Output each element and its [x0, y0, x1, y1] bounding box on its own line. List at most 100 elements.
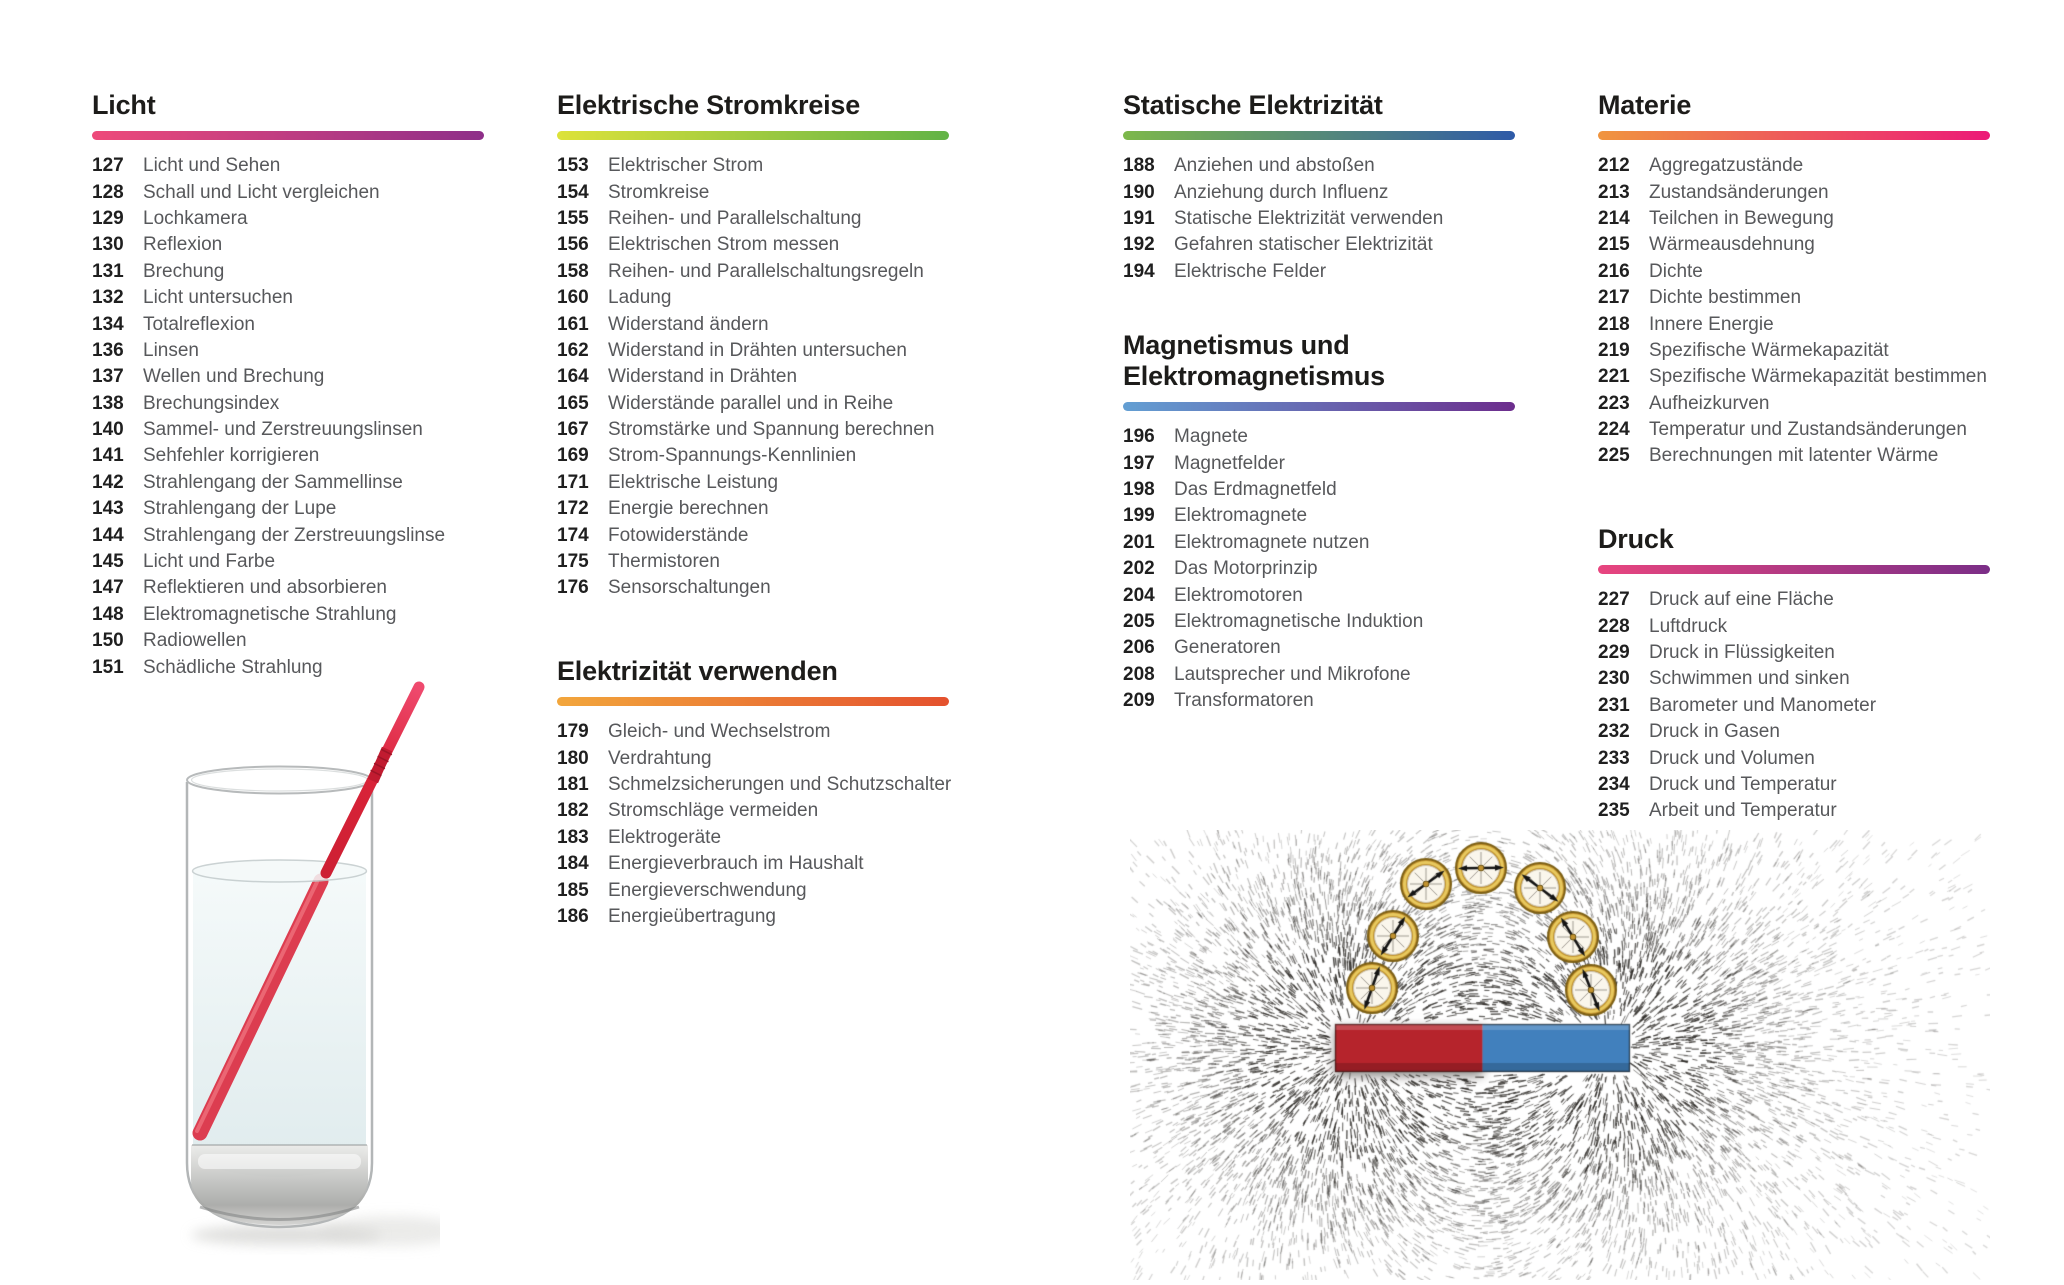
toc-entry-label: Brechung [143, 261, 224, 283]
section-gradient-bar [557, 697, 949, 706]
toc-entry: 185 Energieverschwendung [557, 877, 957, 903]
toc-entry: 162 Widerstand in Drähten untersuchen [557, 338, 957, 364]
toc-entry-label: Elektrische Felder [1174, 261, 1326, 283]
toc-entry-label: Elektrischen Strom messen [608, 234, 839, 256]
toc-entry-page-number: 221 [1598, 366, 1649, 388]
toc-entry: 160 Ladung [557, 285, 957, 311]
toc-entry-page-number: 196 [1123, 426, 1174, 448]
toc-entry-page-number: 165 [557, 393, 608, 415]
toc-entry-page-number: 208 [1123, 664, 1174, 686]
toc-entry-page-number: 150 [92, 630, 143, 652]
glass-rim [187, 767, 372, 794]
toc-entry-page-number: 155 [557, 208, 608, 230]
toc-entry: 171 Elektrische Leistung [557, 470, 957, 496]
toc-entry: 128 Schall und Licht vergleichen [92, 179, 492, 205]
toc-entry-label: Widerstände parallel und in Reihe [608, 393, 893, 415]
toc-entry: 147 Reflektieren und absorbieren [92, 575, 492, 601]
toc-entry-page-number: 202 [1123, 558, 1174, 580]
toc-entry-label: Das Motorprinzip [1174, 558, 1318, 580]
toc-entry: 134 Totalreflexion [92, 311, 492, 337]
toc-entry: 155 Reihen- und Parallelschaltung [557, 206, 957, 232]
toc-entry-label: Druck auf eine Fläche [1649, 589, 1834, 611]
toc-entry-page-number: 212 [1598, 155, 1649, 177]
toc-entry-label: Elektromagnete [1174, 505, 1307, 527]
toc-entry-page-number: 190 [1123, 182, 1174, 204]
toc-entry-label: Elektrischer Strom [608, 155, 763, 177]
toc-entry: 175 Thermistoren [557, 549, 957, 575]
toc-entry-label: Wärmeausdehnung [1649, 234, 1815, 256]
toc-entry-label: Luftdruck [1649, 616, 1727, 638]
toc-entry-label: Widerstand in Drähten untersuchen [608, 340, 907, 362]
toc-entry-page-number: 224 [1598, 419, 1649, 441]
toc-entry-page-number: 199 [1123, 505, 1174, 527]
toc-entry-label: Dichte bestimmen [1649, 287, 1801, 309]
toc-entry-page-number: 235 [1598, 800, 1649, 822]
section-entry-list: 212 Aggregatzustände 213 Zustandsänderun… [1598, 153, 1998, 470]
toc-entry-page-number: 174 [557, 525, 608, 547]
toc-entry-page-number: 191 [1123, 208, 1174, 230]
toc-entry: 206 Generatoren [1123, 635, 1523, 661]
toc-entry: 138 Brechungsindex [92, 391, 492, 417]
toc-entry: 179 Gleich- und Wechselstrom [557, 719, 957, 745]
toc-entry-label: Licht untersuchen [143, 287, 293, 309]
section-gradient-bar [1123, 402, 1515, 411]
toc-entry-page-number: 231 [1598, 695, 1649, 717]
toc-entry-label: Teilchen in Bewegung [1649, 208, 1834, 230]
toc-entry-page-number: 182 [557, 800, 608, 822]
section-title: Druck [1598, 524, 1998, 555]
toc-entry: 137 Wellen und Brechung [92, 364, 492, 390]
toc-entry: 167 Stromstärke und Spannung berechnen [557, 417, 957, 443]
section-entry-list: 179 Gleich- und Wechselstrom 180 Verdrah… [557, 719, 957, 930]
toc-entry-page-number: 188 [1123, 155, 1174, 177]
toc-entry-page-number: 206 [1123, 637, 1174, 659]
toc-entry-label: Sensorschaltungen [608, 577, 771, 599]
toc-entry-label: Sehfehler korrigieren [143, 445, 319, 467]
toc-entry-label: Elektromagnetische Induktion [1174, 611, 1423, 633]
toc-entry-label: Elektromagnetische Strahlung [143, 604, 396, 626]
toc-entry-label: Reihen- und Parallelschaltung [608, 208, 862, 230]
toc-entry-label: Fotowiderstände [608, 525, 748, 547]
toc-entry-page-number: 234 [1598, 774, 1649, 796]
toc-entry-page-number: 158 [557, 261, 608, 283]
toc-entry-page-number: 230 [1598, 668, 1649, 690]
toc-entry-page-number: 154 [557, 182, 608, 204]
toc-entry: 141 Sehfehler korrigieren [92, 443, 492, 469]
toc-entry-label: Thermistoren [608, 551, 720, 573]
toc-entry: 191 Statische Elektrizität verwenden [1123, 206, 1523, 232]
water-surface [193, 860, 367, 882]
glass-base-highlight [198, 1154, 361, 1169]
toc-entry-page-number: 132 [92, 287, 143, 309]
toc-entry: 165 Widerstände parallel und in Reihe [557, 391, 957, 417]
toc-entry-label: Licht und Farbe [143, 551, 275, 573]
toc-entry-label: Schmelzsicherungen und Schutzschalter [608, 774, 951, 796]
toc-section: Druck 227 Druck auf eine Fläche 228 Luft… [1598, 524, 1998, 825]
section-entry-list: 188 Anziehen und abstoßen 190 Anziehung … [1123, 153, 1523, 285]
toc-entry-label: Generatoren [1174, 637, 1281, 659]
section-gradient-bar [92, 131, 484, 140]
refraction-glass-illustration [140, 675, 440, 1275]
toc-entry: 172 Energie berechnen [557, 496, 957, 522]
toc-entry-page-number: 209 [1123, 690, 1174, 712]
toc-entry: 224 Temperatur und Zustandsänderungen [1598, 417, 1998, 443]
toc-entry-page-number: 176 [557, 577, 608, 599]
toc-entry-page-number: 156 [557, 234, 608, 256]
toc-entry-label: Elektromotoren [1174, 585, 1303, 607]
toc-entry-page-number: 213 [1598, 182, 1649, 204]
toc-entry-page-number: 143 [92, 498, 143, 520]
toc-entry-label: Druck und Volumen [1649, 748, 1815, 770]
toc-entry-label: Verdrahtung [608, 748, 712, 770]
toc-entry-label: Anziehung durch Influenz [1174, 182, 1388, 204]
water [193, 870, 366, 1177]
toc-entry: 230 Schwimmen und sinken [1598, 666, 1998, 692]
toc-entry-label: Gleich- und Wechselstrom [608, 721, 830, 743]
straw-bend-section [373, 749, 387, 781]
toc-entry-label: Strahlengang der Zerstreuungslinse [143, 525, 445, 547]
toc-entry: 184 Energieverbrauch im Haushalt [557, 851, 957, 877]
section-entry-list: 227 Druck auf eine Fläche 228 Luftdruck … [1598, 587, 1998, 825]
toc-entry-label: Druck in Gasen [1649, 721, 1780, 743]
toc-section: Magnetismus und Elektromagnetismus 196 Ma… [1123, 330, 1523, 714]
toc-entry-label: Widerstand in Drähten [608, 366, 797, 388]
toc-entry-page-number: 175 [557, 551, 608, 573]
toc-entry: 148 Elektromagnetische Strahlung [92, 602, 492, 628]
section-entry-list: 127 Licht und Sehen 128 Schall und Licht… [92, 153, 492, 681]
